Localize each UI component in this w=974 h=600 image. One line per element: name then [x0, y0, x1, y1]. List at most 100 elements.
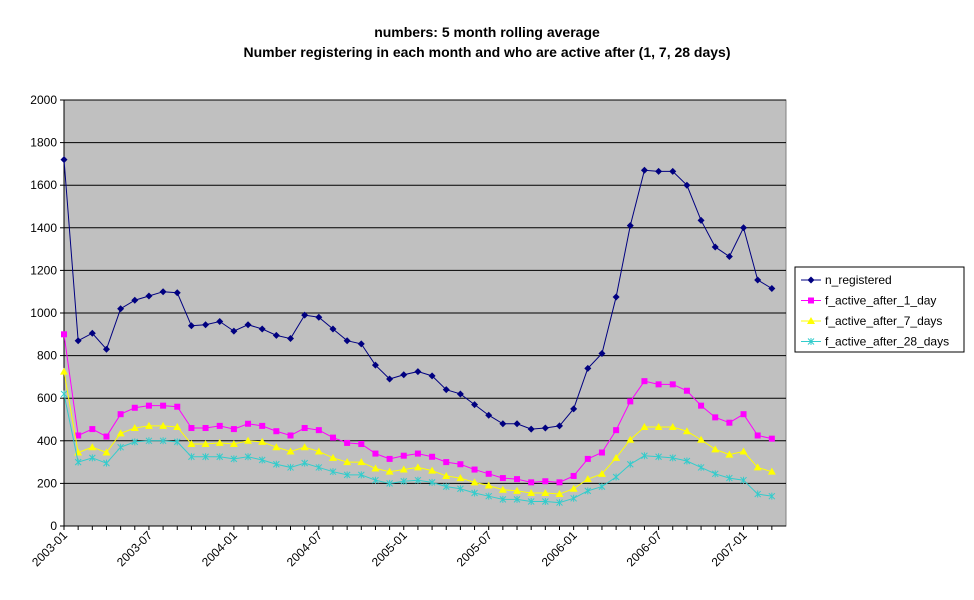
marker: [88, 443, 97, 451]
marker: [188, 453, 195, 461]
marker: [329, 468, 337, 476]
marker: [244, 453, 252, 461]
marker: [443, 459, 450, 466]
marker: [329, 434, 336, 441]
marker: [230, 455, 238, 463]
marker: [514, 476, 521, 483]
marker: [202, 453, 209, 461]
x-tick-label: 2005-07: [454, 528, 495, 569]
y-tick-label: 0: [50, 519, 57, 533]
marker: [117, 411, 124, 418]
marker: [414, 476, 422, 484]
marker: [201, 439, 210, 447]
marker: [725, 253, 733, 261]
marker: [527, 488, 536, 496]
marker: [768, 492, 776, 500]
marker: [216, 422, 223, 429]
marker: [103, 433, 110, 440]
legend-label: n_registered: [825, 273, 892, 287]
marker: [400, 452, 407, 459]
marker: [556, 499, 563, 507]
marker: [669, 381, 676, 388]
marker: [626, 460, 634, 468]
marker: [683, 457, 691, 465]
marker: [287, 432, 294, 439]
marker: [385, 467, 394, 475]
marker: [711, 445, 720, 453]
marker: [272, 460, 280, 468]
y-tick-label: 2000: [30, 93, 57, 107]
y-tick-label: 600: [37, 391, 57, 405]
marker: [442, 471, 451, 479]
marker: [683, 181, 691, 189]
y-tick-label: 400: [37, 434, 57, 448]
marker: [697, 216, 705, 224]
marker: [259, 422, 266, 429]
marker: [513, 495, 521, 503]
marker: [640, 422, 649, 430]
marker: [555, 490, 564, 498]
marker: [117, 443, 124, 451]
marker: [131, 296, 139, 304]
y-tick-label: 1200: [30, 263, 57, 277]
marker: [273, 428, 280, 435]
marker: [457, 461, 464, 468]
marker: [597, 469, 606, 477]
marker: [768, 435, 775, 442]
marker: [159, 437, 167, 445]
marker: [598, 483, 606, 491]
marker: [485, 470, 492, 477]
marker: [428, 372, 436, 380]
marker: [655, 453, 662, 461]
marker: [386, 375, 394, 383]
marker: [344, 439, 351, 446]
marker: [386, 455, 393, 462]
marker: [484, 481, 493, 489]
y-tick-label: 1000: [30, 306, 57, 320]
marker: [570, 494, 578, 502]
marker: [145, 292, 153, 300]
marker: [116, 429, 125, 437]
y-tick-label: 1800: [30, 136, 57, 150]
marker: [456, 474, 465, 482]
marker: [272, 331, 280, 339]
marker: [60, 367, 68, 375]
marker: [301, 459, 309, 467]
marker: [754, 276, 762, 284]
marker: [569, 484, 578, 492]
marker: [541, 498, 549, 506]
marker: [641, 452, 648, 460]
marker: [258, 325, 266, 333]
marker: [343, 337, 351, 345]
marker: [357, 458, 366, 466]
marker: [668, 422, 677, 430]
marker: [372, 450, 379, 457]
marker: [712, 414, 719, 421]
marker: [371, 361, 379, 369]
marker: [654, 422, 663, 430]
marker: [498, 485, 507, 493]
marker: [555, 422, 563, 430]
x-tick-label: 2004-07: [284, 528, 325, 569]
marker: [399, 465, 408, 473]
marker: [499, 475, 506, 482]
marker: [145, 402, 152, 409]
x-tick-label: 2003-07: [114, 528, 155, 569]
marker: [329, 325, 337, 333]
legend-marker: [807, 276, 815, 284]
marker: [655, 381, 662, 388]
marker: [767, 467, 776, 475]
marker: [400, 477, 408, 485]
marker: [187, 322, 195, 330]
marker: [229, 439, 238, 447]
marker: [711, 243, 719, 251]
marker: [740, 224, 748, 232]
marker: [612, 293, 620, 301]
marker: [300, 443, 309, 451]
marker: [187, 439, 196, 447]
legend-label: f_active_after_7_days: [825, 314, 942, 328]
x-tick-label: 2005-01: [369, 528, 410, 569]
marker: [570, 472, 577, 479]
legend-marker: [807, 317, 815, 324]
